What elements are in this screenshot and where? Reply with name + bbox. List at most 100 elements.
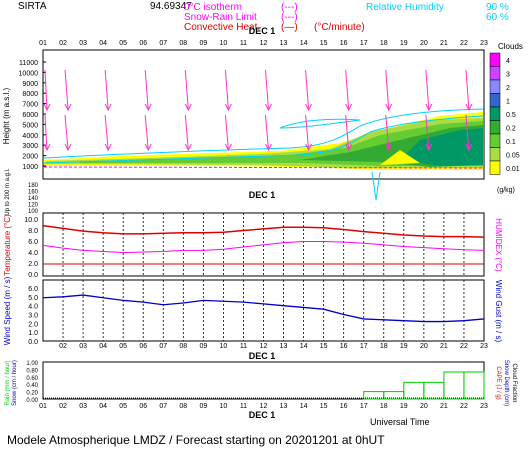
wind-speed-line bbox=[42, 294, 485, 323]
hour-label-top: 19 bbox=[400, 40, 408, 47]
hour-label-mid: 15 bbox=[320, 343, 328, 350]
cloud-gap bbox=[380, 150, 420, 165]
chart-marks: 01 02 03 04 05 06 07 08 09 10 11 12 13 14 15 16 17 18 19 20… bbox=[2, 26, 523, 420]
clouds-legend-value: 3 bbox=[506, 72, 510, 79]
hour-label-mid: 03 bbox=[79, 343, 87, 350]
rain-tick-label: 0.20 bbox=[26, 391, 38, 397]
height-tick-label: 5000 bbox=[22, 122, 38, 129]
height-tick-label: 11000 bbox=[19, 60, 38, 67]
clouds-legend-value: 0.2 bbox=[506, 126, 516, 133]
hour-label-mid: 12 bbox=[260, 343, 268, 350]
clouds-legend-swatch bbox=[489, 160, 501, 175]
hour-label-top: 21 bbox=[440, 40, 448, 47]
wind-tick-label: 5.0 bbox=[28, 295, 38, 302]
hour-label-bottom: 11 bbox=[240, 403, 247, 410]
cloud-fraction-axis-label: Cloud Fraction bbox=[511, 363, 517, 402]
wind-arrow-head bbox=[305, 143, 313, 152]
legend-snow-rain: Snow-Rain Limit (---) bbox=[184, 12, 298, 23]
wind-tick-label: 0.0 bbox=[28, 339, 38, 346]
wind-arrow-shaft bbox=[184, 69, 189, 111]
temperature-tick-label: 0.0 bbox=[28, 272, 38, 279]
wind-arrow-shaft bbox=[465, 69, 470, 111]
rh-label: Relative Humidity bbox=[366, 2, 444, 13]
legend-isotherm: 0°C isotherm (---) bbox=[184, 2, 298, 13]
date-label-panel1: DEC 1 bbox=[249, 190, 276, 200]
hour-label-bottom: 23 bbox=[480, 403, 488, 410]
rh-contour-upper bbox=[279, 118, 361, 129]
rain-bar bbox=[463, 371, 485, 400]
hour-label-bottom: 17 bbox=[360, 403, 368, 410]
hour-label-top: 02 bbox=[59, 40, 67, 47]
legend-snow-rain-label: Snow-Rain Limit bbox=[184, 12, 257, 23]
hour-label-top: 17 bbox=[360, 40, 368, 47]
wind-arrow-head bbox=[104, 103, 112, 112]
hour-label-mid: 08 bbox=[179, 343, 187, 350]
hour-label-bottom: 09 bbox=[199, 403, 207, 410]
temperature-line bbox=[42, 224, 485, 238]
wind-tick-label: 4.0 bbox=[28, 304, 38, 311]
rh-value-90: 90 % bbox=[486, 2, 509, 13]
wind-arrow-shaft bbox=[224, 114, 229, 151]
wind-arrow-shaft bbox=[385, 69, 390, 111]
wind-tick-label: 3.0 bbox=[28, 313, 38, 320]
wind-arrow-head bbox=[64, 143, 72, 152]
hour-label-bottom: 21 bbox=[440, 403, 448, 410]
clouds-legend-swatch bbox=[489, 133, 501, 148]
hour-label-bottom: 16 bbox=[340, 403, 348, 410]
clouds-legend-swatch bbox=[489, 93, 501, 108]
wind-arrow-head bbox=[345, 103, 353, 112]
hour-label-mid: 16 bbox=[340, 343, 348, 350]
hour-label-bottom: 04 bbox=[99, 403, 107, 410]
hour-label-mid: 17 bbox=[360, 343, 368, 350]
temperature-tick-label: 4.0 bbox=[28, 250, 38, 257]
hour-label-mid: 10 bbox=[220, 343, 228, 350]
temperature-axis-label: Temperature (°C) bbox=[3, 214, 12, 276]
temperature-tick-label: 10.0 bbox=[24, 217, 38, 224]
legend-convective: Convective Heat. (—) (°C/minute) bbox=[184, 22, 365, 33]
hour-label-mid: 14 bbox=[300, 343, 308, 350]
clouds-legend-value: 1 bbox=[506, 99, 510, 106]
wind-arrow-shaft bbox=[305, 69, 310, 111]
hour-label-bottom: 06 bbox=[139, 403, 147, 410]
rh-contour-90 bbox=[43, 115, 484, 164]
wind-arrow-head bbox=[385, 143, 393, 152]
wind-arrow-shaft bbox=[104, 69, 109, 111]
hour-label-top: 20 bbox=[420, 40, 428, 47]
hour-label-mid: 02 bbox=[59, 343, 67, 350]
hour-label-mid: 19 bbox=[400, 343, 408, 350]
legend-convective-unit: (°C/minute) bbox=[314, 22, 365, 33]
hour-label-mid: 06 bbox=[139, 343, 147, 350]
snow-depth-axis-label: Snow Depth (cm) bbox=[503, 360, 509, 406]
wind-arrow-head bbox=[265, 103, 272, 112]
clouds-legend-swatch bbox=[489, 106, 501, 121]
hour-label-top: 12 bbox=[260, 40, 268, 47]
height-tick-label: 1000 bbox=[22, 164, 38, 171]
hour-label-top: 16 bbox=[340, 40, 348, 47]
hour-label-top: 08 bbox=[179, 40, 187, 47]
wind-arrow-shaft bbox=[184, 114, 189, 151]
clouds-legend-value: 4 bbox=[506, 58, 510, 65]
clouds-legend-value: 0.05 bbox=[506, 153, 520, 160]
temperature-tick-label: 2.0 bbox=[28, 261, 38, 268]
wind-arrow-head bbox=[224, 103, 232, 112]
wind-gust-axis-label: Wind Gust (m / s) bbox=[494, 280, 503, 343]
universal-time-label: Universal Time bbox=[370, 417, 430, 427]
hour-label-top: 05 bbox=[119, 40, 127, 47]
clouds-legend-swatch bbox=[489, 52, 501, 67]
wind-arrow-head bbox=[465, 143, 473, 152]
hour-label-top: 15 bbox=[320, 40, 328, 47]
hour-label-mid: 11 bbox=[240, 343, 247, 350]
wind-speed-axis-label: Wind Speed (m / s) bbox=[3, 276, 12, 345]
station-name: SIRTA bbox=[18, 1, 47, 12]
hour-label-bottom: 12 bbox=[260, 403, 268, 410]
agl-tick-label: 100 bbox=[28, 209, 39, 215]
temperature-tick-label: 8.0 bbox=[28, 228, 38, 235]
wind-arrow-shaft bbox=[345, 114, 350, 151]
wind-tick-label: 6.0 bbox=[28, 286, 38, 293]
hour-label-top: 06 bbox=[139, 40, 147, 47]
rain-tick-label: 0.00 bbox=[26, 398, 38, 404]
hour-label-mid: 23 bbox=[480, 343, 488, 350]
wind-arrow-shaft bbox=[345, 69, 350, 111]
hour-label-bottom: 18 bbox=[380, 403, 388, 410]
cloud-layer-05 bbox=[400, 128, 483, 166]
